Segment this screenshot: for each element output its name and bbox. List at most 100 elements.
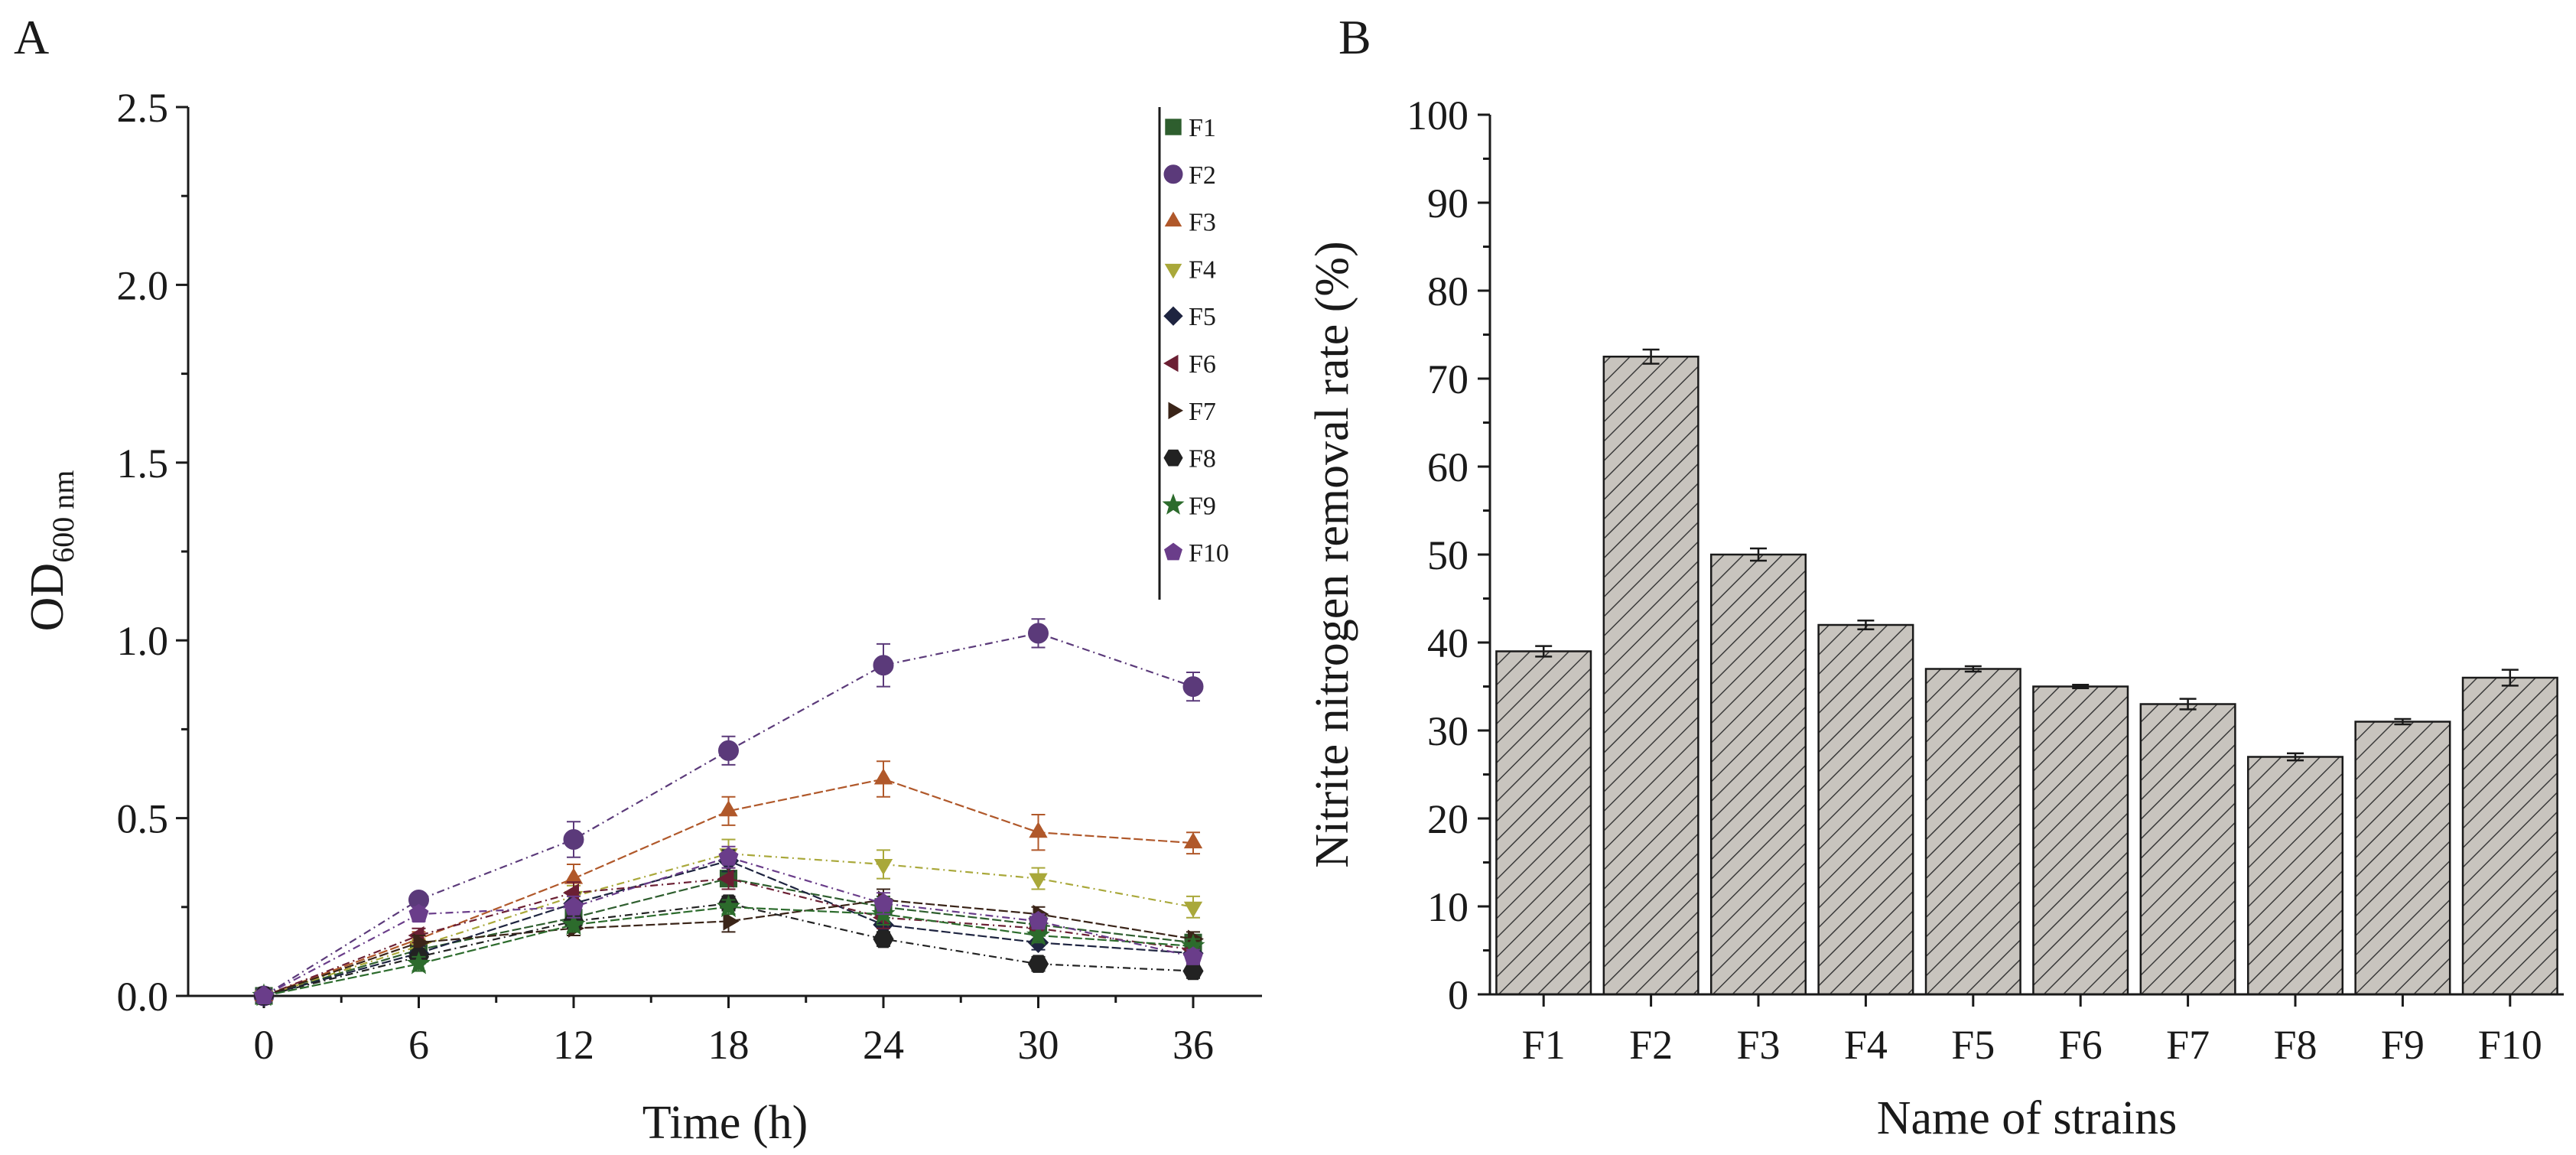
data-point-f8 — [1027, 955, 1049, 973]
legend-marker-f3 — [1164, 211, 1182, 227]
panel-b-x-tick-label: F2 — [1629, 1022, 1673, 1068]
legend-marker-f9 — [1162, 493, 1185, 515]
panel-b-y-tick-label: 80 — [1427, 268, 1469, 314]
panel-b-y-ticks: 0 10 20 30 40 50 60 70 80 90 100 — [1407, 93, 1490, 1018]
legend-item-f1: F1 — [1165, 114, 1216, 142]
legend-item-f4: F4 — [1164, 255, 1216, 284]
bar-f8 — [2246, 756, 2344, 996]
bar-f4 — [1817, 623, 1914, 996]
bar-group-f1 — [1495, 645, 1592, 996]
series-f6 — [253, 867, 1200, 1006]
panel-b-bars — [1495, 348, 2558, 996]
bar-f6 — [2032, 685, 2129, 996]
legend-item-f2: F2 — [1163, 161, 1216, 190]
data-point-f10 — [564, 896, 584, 916]
panel-a-x-tick-label: 30 — [1018, 1022, 1059, 1068]
legend-marker-f10 — [1164, 542, 1182, 561]
data-point-f7 — [413, 933, 430, 952]
legend-label: F1 — [1189, 114, 1216, 142]
panel-a-y-axis-label: OD600 nm — [21, 470, 80, 632]
legend-label: F2 — [1189, 161, 1216, 190]
data-point-f3 — [1183, 832, 1203, 849]
panel-b-y-tick-label: 50 — [1427, 532, 1469, 578]
data-point-f2 — [718, 740, 739, 761]
panel-b-x-tick-label: F10 — [2478, 1022, 2542, 1068]
data-point-f3 — [873, 768, 893, 785]
bar-f7 — [2139, 703, 2236, 996]
legend-label: F7 — [1189, 398, 1216, 426]
panel-a: A 0.0 0.5 1.0 1.5 2.0 2.5 0 6 12 18 24 30 36 OD600 … — [14, 10, 1262, 1149]
data-point-f9 — [561, 912, 586, 935]
data-point-f8 — [873, 929, 894, 948]
panel-a-y-label-sub: 600 nm — [46, 470, 80, 563]
data-point-f3 — [719, 800, 738, 817]
data-point-f9 — [406, 951, 431, 974]
panel-a-y-tick-label: 0.0 — [117, 974, 169, 1020]
data-point-f10 — [254, 985, 274, 1004]
legend-label: F4 — [1189, 255, 1216, 284]
legend-marker-f8 — [1163, 449, 1183, 467]
legend-marker-f1 — [1165, 119, 1182, 135]
legend-item-f7: F7 — [1168, 398, 1216, 426]
panel-b-x-tick-label: F8 — [2273, 1022, 2317, 1068]
panel-b-x-tick-label: F5 — [1951, 1022, 1995, 1068]
panel-b-y-tick-label: 70 — [1427, 356, 1469, 402]
legend-marker-f7 — [1168, 402, 1183, 420]
panel-b-y-tick-label: 30 — [1427, 708, 1469, 754]
legend-marker-f5 — [1163, 306, 1183, 326]
panel-a-y-tick-label: 1.0 — [117, 618, 169, 664]
legend-label: F3 — [1189, 209, 1216, 237]
data-point-f4 — [1183, 901, 1203, 918]
panel-b-y-tick-label: 100 — [1407, 93, 1469, 138]
panel-b-y-tick-label: 40 — [1427, 620, 1469, 666]
data-point-f10 — [718, 847, 739, 866]
bar-f5 — [1924, 668, 2021, 996]
data-point-f9 — [716, 894, 741, 918]
data-point-f9 — [1026, 922, 1051, 946]
panel-a-x-tick-label: 24 — [863, 1022, 904, 1068]
data-point-f10 — [873, 893, 893, 913]
bar-f10 — [2461, 676, 2558, 996]
panel-a-y-tick-label: 2.0 — [117, 262, 169, 308]
bar-f9 — [2354, 721, 2451, 996]
data-point-f10 — [1028, 910, 1049, 930]
legend-item-f8: F8 — [1163, 445, 1216, 473]
bar-group-f8 — [2246, 752, 2344, 996]
legend-marker-f6 — [1163, 354, 1179, 373]
legend-item-f6: F6 — [1163, 350, 1216, 379]
panel-a-label: A — [14, 10, 49, 64]
legend-label: F10 — [1189, 539, 1229, 568]
bar-group-f3 — [1709, 547, 1807, 996]
panel-b-x-tick-label: F4 — [1844, 1022, 1888, 1068]
data-point-f2 — [563, 828, 584, 850]
panel-b-x-tick-label: F1 — [1522, 1022, 1566, 1068]
data-point-f4 — [1029, 873, 1048, 890]
panel-a-y-tick-label: 0.5 — [117, 796, 169, 842]
panel-b-y-tick-label: 0 — [1448, 972, 1469, 1018]
bar-group-f4 — [1817, 620, 1914, 996]
legend-label: F9 — [1189, 492, 1216, 520]
panel-a-y-tick-label: 2.5 — [117, 85, 169, 131]
panel-b-y-tick-label: 20 — [1427, 796, 1469, 842]
panel-b-y-tick-label: 10 — [1427, 884, 1469, 930]
panel-b-y-tick-label: 60 — [1427, 444, 1469, 490]
bar-group-f2 — [1602, 348, 1699, 996]
panel-b-x-tick-label: F6 — [2059, 1022, 2103, 1068]
panel-b-x-tick-label: F3 — [1736, 1022, 1780, 1068]
series-f10 — [254, 845, 1203, 1004]
data-point-f2 — [873, 655, 894, 676]
panel-a-x-tick-label: 18 — [708, 1022, 750, 1068]
panel-a-x-tick-label: 6 — [408, 1022, 429, 1068]
panel-a-x-axis-label: Time (h) — [642, 1097, 808, 1149]
bar-f3 — [1709, 553, 1807, 996]
legend-item-f9: F9 — [1162, 492, 1216, 520]
panel-a-y-ticks: 0.0 0.5 1.0 1.5 2.0 2.5 — [117, 85, 188, 1020]
data-point-f7 — [723, 912, 740, 931]
data-point-f2 — [1182, 676, 1204, 698]
data-point-f2 — [1028, 623, 1049, 644]
series-f2 — [253, 618, 1204, 1007]
panel-b-x-axis-label: Name of strains — [1877, 1092, 2178, 1144]
legend-label: F8 — [1189, 445, 1216, 473]
